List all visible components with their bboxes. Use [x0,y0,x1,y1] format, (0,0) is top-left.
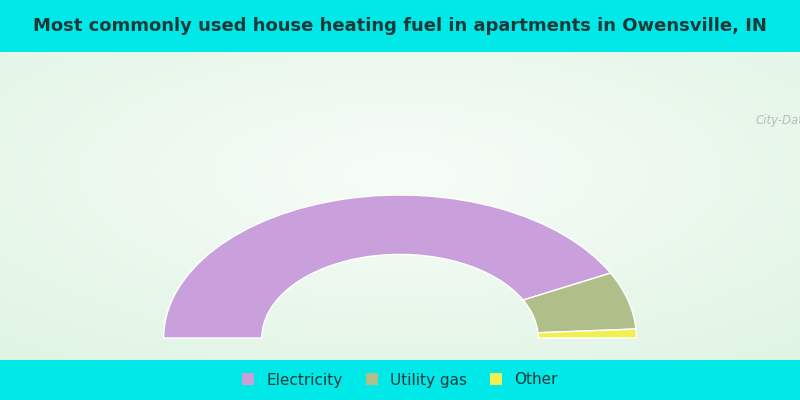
Wedge shape [164,195,610,338]
Text: Most commonly used house heating fuel in apartments in Owensville, IN: Most commonly used house heating fuel in… [33,17,767,35]
Legend: Electricity, Utility gas, Other: Electricity, Utility gas, Other [236,366,564,394]
Wedge shape [523,273,636,333]
Wedge shape [538,329,636,338]
Text: City-Data.com: City-Data.com [756,114,800,126]
